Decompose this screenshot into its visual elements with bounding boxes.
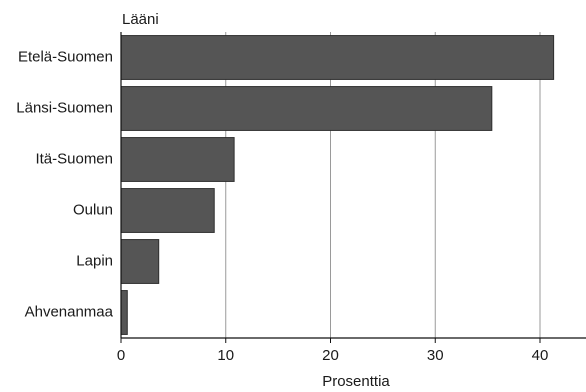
x-tick-label-30: 30 <box>427 347 444 364</box>
x-axis-title: Prosenttia <box>322 373 390 390</box>
category-label-4: Oulun <box>73 201 113 218</box>
y-axis-title: Lääni <box>122 11 159 28</box>
x-tick-label-0: 0 <box>117 347 125 364</box>
bar-2 <box>120 86 493 131</box>
x-tick-labels: 0 10 20 30 40 <box>117 347 549 364</box>
x-tick-label-40: 40 <box>532 347 549 364</box>
category-labels: Etelä-Suomen Länsi-Suomen Itä-Suomen Oulun L… <box>16 48 113 320</box>
category-label-5: Lapin <box>76 252 113 269</box>
bar-3 <box>120 137 235 182</box>
category-label-6: Ahvenanmaa <box>25 303 114 320</box>
category-label-2: Länsi-Suomen <box>16 99 113 116</box>
x-tick-label-10: 10 <box>217 347 234 364</box>
category-label-3: Itä-Suomen <box>35 150 113 167</box>
category-label-1: Etelä-Suomen <box>18 48 113 65</box>
bar-6 <box>120 290 128 335</box>
bar-1 <box>120 35 555 80</box>
bar-5 <box>120 239 160 284</box>
x-tick-label-20: 20 <box>322 347 339 364</box>
bars <box>120 35 555 335</box>
bar-4 <box>120 188 215 233</box>
gridlines <box>225 32 541 338</box>
axes <box>120 32 586 343</box>
